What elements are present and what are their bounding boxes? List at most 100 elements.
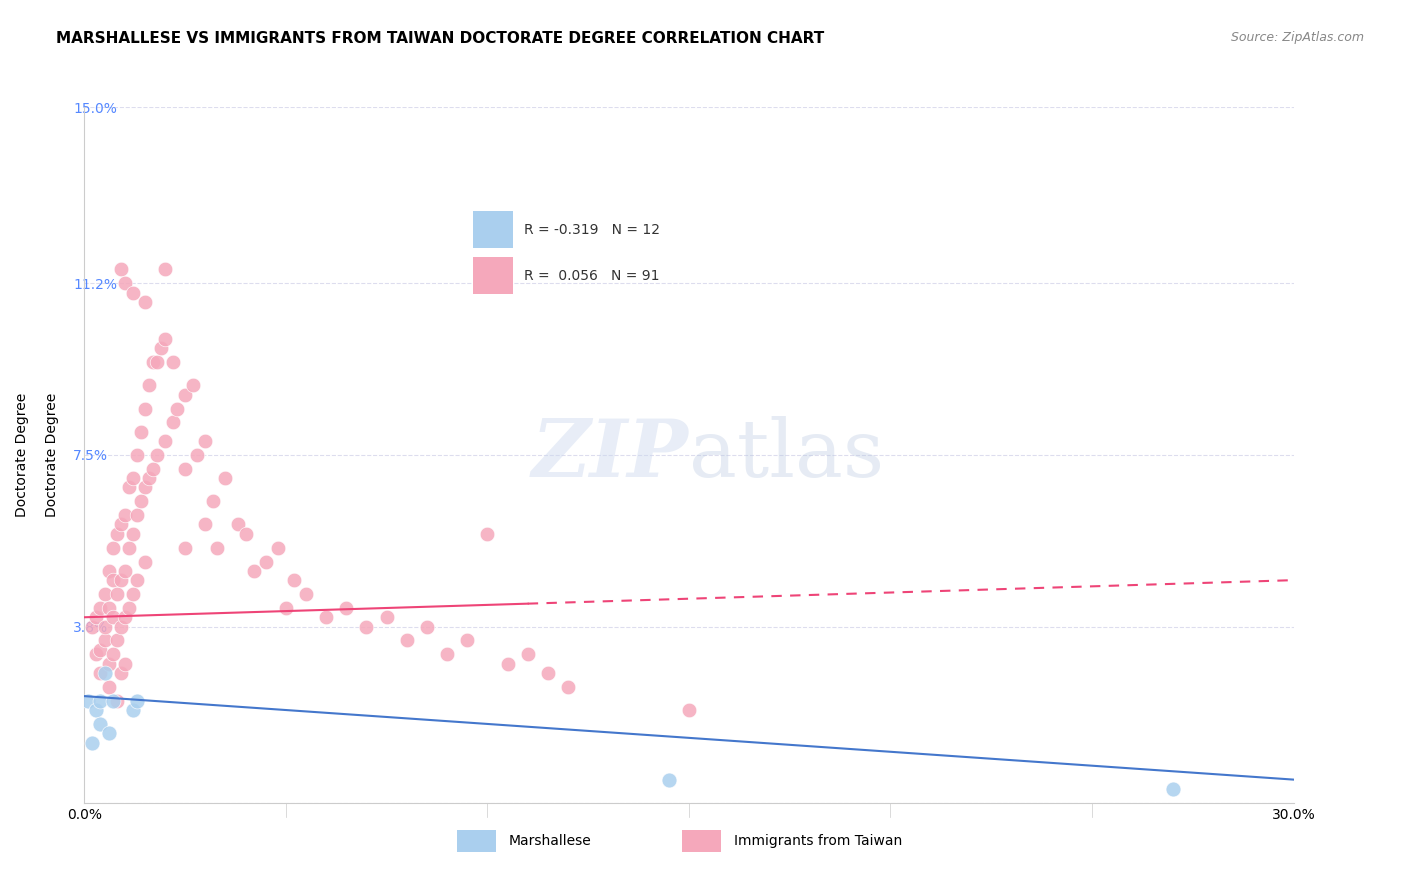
Point — [114, 508, 136, 523]
FancyBboxPatch shape — [474, 211, 513, 248]
Point — [134, 294, 156, 309]
Point — [110, 517, 132, 532]
Point — [186, 448, 208, 462]
Point — [416, 619, 439, 633]
Point — [118, 601, 141, 615]
Point — [207, 541, 229, 555]
Point — [395, 633, 418, 648]
Point — [97, 564, 120, 578]
Point — [254, 555, 277, 569]
Point — [89, 717, 111, 731]
Point — [242, 564, 264, 578]
Point — [114, 657, 136, 671]
Point — [129, 425, 152, 439]
Point — [121, 285, 143, 300]
Point — [101, 648, 124, 662]
Point — [125, 508, 148, 523]
Point — [129, 494, 152, 508]
Point — [153, 332, 176, 346]
Point — [283, 573, 305, 587]
Text: MARSHALLESE VS IMMIGRANTS FROM TAIWAN DOCTORATE DEGREE CORRELATION CHART: MARSHALLESE VS IMMIGRANTS FROM TAIWAN DO… — [56, 31, 824, 46]
Point — [174, 462, 197, 476]
Point — [375, 610, 398, 624]
Point — [82, 735, 104, 749]
Point — [105, 694, 128, 708]
Point — [516, 648, 538, 662]
Point — [82, 619, 104, 633]
Point — [89, 601, 111, 615]
Point — [456, 633, 478, 648]
Point — [110, 619, 132, 633]
Point — [174, 541, 197, 555]
Point — [86, 610, 108, 624]
Point — [267, 541, 290, 555]
Text: Immigrants from Taiwan: Immigrants from Taiwan — [734, 834, 903, 848]
Point — [118, 541, 141, 555]
Point — [121, 703, 143, 717]
Point — [295, 587, 318, 601]
Point — [194, 517, 217, 532]
Point — [162, 355, 184, 369]
Point — [89, 642, 111, 657]
Point — [194, 434, 217, 448]
Point — [138, 471, 160, 485]
Point — [114, 610, 136, 624]
Point — [174, 387, 197, 401]
Point — [101, 573, 124, 587]
Point — [110, 262, 132, 277]
Point — [134, 401, 156, 416]
Point — [86, 703, 108, 717]
Point — [153, 434, 176, 448]
Point — [93, 619, 115, 633]
Point — [97, 726, 120, 740]
Point — [89, 665, 111, 680]
Point — [658, 772, 681, 787]
Point — [146, 448, 169, 462]
Point — [153, 262, 176, 277]
Point — [235, 526, 257, 541]
Point — [134, 555, 156, 569]
Point — [356, 619, 378, 633]
Text: atlas: atlas — [689, 416, 884, 494]
Point — [121, 526, 143, 541]
Point — [436, 648, 458, 662]
Point — [125, 573, 148, 587]
Point — [97, 680, 120, 694]
Point — [138, 378, 160, 392]
Point — [121, 471, 143, 485]
Point — [93, 665, 115, 680]
Point — [93, 633, 115, 648]
Text: R =  0.056   N = 91: R = 0.056 N = 91 — [524, 268, 659, 283]
Point — [114, 564, 136, 578]
Point — [537, 665, 560, 680]
Point — [125, 448, 148, 462]
Point — [202, 494, 225, 508]
Point — [89, 694, 111, 708]
Point — [110, 573, 132, 587]
Point — [149, 341, 172, 355]
Point — [105, 633, 128, 648]
Point — [118, 480, 141, 494]
Point — [315, 610, 337, 624]
Text: Source: ZipAtlas.com: Source: ZipAtlas.com — [1230, 31, 1364, 45]
Point — [121, 587, 143, 601]
Y-axis label: Doctorate Degree: Doctorate Degree — [45, 392, 59, 517]
Text: R = -0.319   N = 12: R = -0.319 N = 12 — [524, 223, 659, 236]
Point — [101, 541, 124, 555]
FancyBboxPatch shape — [474, 257, 513, 294]
Y-axis label: Doctorate Degree: Doctorate Degree — [15, 392, 28, 517]
Text: Marshallese: Marshallese — [509, 834, 592, 848]
Point — [114, 277, 136, 291]
Point — [274, 601, 297, 615]
Point — [146, 355, 169, 369]
Point — [162, 416, 184, 430]
Point — [142, 355, 165, 369]
Point — [125, 694, 148, 708]
Point — [86, 648, 108, 662]
Point — [105, 587, 128, 601]
Point — [97, 601, 120, 615]
Text: ZIP: ZIP — [531, 417, 689, 493]
Point — [181, 378, 204, 392]
Point — [105, 526, 128, 541]
Point — [166, 401, 188, 416]
